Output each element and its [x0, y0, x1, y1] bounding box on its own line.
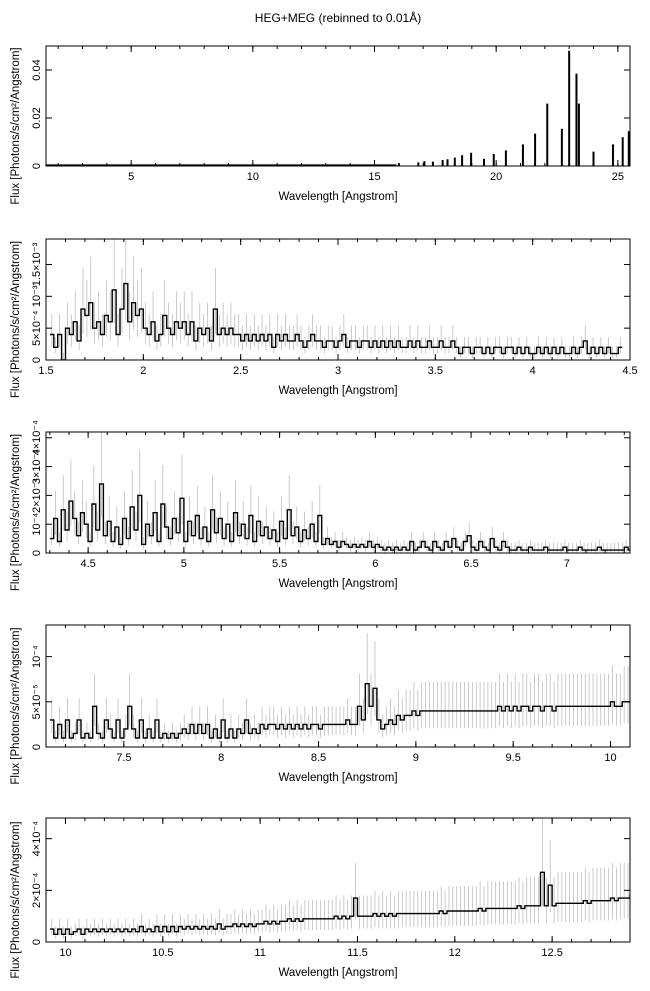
- y-tick-label: 0.02: [31, 107, 43, 128]
- plot-area: [49, 818, 630, 939]
- x-tick-label: 12.5: [541, 947, 562, 959]
- x-axis-label: Wavelength [Angstrom]: [278, 578, 397, 590]
- panel-3: 4.5 5 5.5 6 6.5 7 0 10⁻⁴2×10⁻⁴3×10⁻⁴4×10⁻⁴ Wavel…: [10, 420, 631, 591]
- y-axis-label: Flux [Photons/s/cm²/Angstrom]: [10, 627, 22, 784]
- x-tick-label: 5: [128, 171, 134, 183]
- x-tick-label: 4: [530, 365, 536, 377]
- x-tick-label: 9: [413, 752, 419, 764]
- x-tick-label: 11.5: [347, 947, 368, 959]
- panel-5: 10 10.5 11 11.5 12 12.5 0 2×10⁻⁴ 4×10⁻⁴ Wavelengt…: [10, 817, 631, 979]
- x-axis-label: Wavelength [Angstrom]: [278, 772, 397, 784]
- x-tick-label: 9.5: [506, 752, 521, 764]
- y-axis-label: Flux [Photons/s/cm²/Angstrom]: [10, 241, 22, 398]
- x-tick-label: 20: [490, 171, 502, 183]
- y-axis-label: Flux [Photons/s/cm²/Angstrom]: [10, 821, 22, 978]
- y-tick-label: 4×10⁻⁴: [31, 821, 43, 857]
- plot-area: [46, 50, 630, 166]
- y-tick-label: 0: [31, 163, 43, 169]
- x-tick-label: 2: [140, 365, 146, 377]
- x-tick-label: 8.5: [311, 752, 326, 764]
- panel-4: 7.5 8 8.5 9 9.5 10 0 5×10⁻⁵ 10⁻⁴ Wavelength [Angs…: [10, 624, 631, 785]
- x-tick-label: 10: [59, 947, 71, 959]
- x-tick-label: 4.5: [80, 558, 95, 570]
- y-tick-label: 0: [31, 357, 43, 363]
- y-tick-label: 1.5×10⁻³: [31, 242, 43, 286]
- y-tick-label: 2×10⁻⁴: [31, 872, 43, 908]
- x-tick-label: 8: [218, 752, 224, 764]
- y-tick-label: 5×10⁻⁵: [31, 684, 43, 719]
- y-tick-label: 0.04: [31, 59, 43, 80]
- flux-histogram: [49, 483, 630, 551]
- x-tick-label: 2.5: [233, 365, 248, 377]
- plot-frame: [45, 45, 631, 167]
- y-tick-label: 0: [31, 550, 43, 556]
- x-axis-label: Wavelength [Angstrom]: [278, 385, 397, 397]
- x-tick-label: 5.5: [272, 558, 287, 570]
- plot-area: [49, 432, 630, 553]
- y-axis-label: Flux [Photons/s/cm²/Angstrom]: [10, 434, 22, 591]
- y-tick-label: 4×10⁻⁴: [31, 420, 43, 456]
- y-tick-label: 2×10⁻⁴: [31, 477, 43, 513]
- plot-area: [49, 239, 623, 360]
- y-tick-label: 3×10⁻⁴: [31, 449, 43, 485]
- x-tick-label: 15: [368, 171, 380, 183]
- figure-title: HEG+MEG (rebinned to 0.01Å): [255, 10, 421, 25]
- x-tick-label: 7.5: [116, 752, 131, 764]
- x-tick-label: 10: [604, 752, 616, 764]
- y-axis-label: Flux [Photons/s/cm²/Angstrom]: [10, 47, 22, 204]
- x-tick-label: 25: [612, 171, 624, 183]
- y-tick-label: 5×10⁻⁴: [31, 310, 43, 346]
- x-tick-label: 12: [449, 947, 461, 959]
- plot-frame: [45, 431, 631, 554]
- x-tick-label: 6: [372, 558, 378, 570]
- x-axis-label: Wavelength [Angstrom]: [278, 967, 397, 979]
- y-tick-label: 10⁻⁴: [31, 645, 43, 668]
- x-tick-label: 10: [247, 171, 259, 183]
- x-tick-label: 4.5: [622, 365, 637, 377]
- y-tick-label: 10⁻⁴: [31, 513, 43, 536]
- x-tick-label: 3: [335, 365, 341, 377]
- x-tick-label: 5: [181, 558, 187, 570]
- y-tick-label: 10⁻³: [31, 285, 43, 307]
- x-tick-label: 3.5: [428, 365, 443, 377]
- y-tick-label: 0: [31, 744, 43, 750]
- flux-histogram: [49, 282, 623, 360]
- x-tick-label: 11: [254, 947, 265, 959]
- panel-2: 1.5 2 2.5 3 3.5 4 4.5 0 5×10⁻⁴ 10⁻³1.5×10⁻³ Wavele…: [10, 238, 638, 398]
- x-tick-label: 1.5: [38, 365, 53, 377]
- flux-histogram: [49, 871, 630, 935]
- x-axis-label: Wavelength [Angstrom]: [278, 191, 397, 203]
- x-tick-label: 6.5: [463, 558, 478, 570]
- plot-area: [49, 633, 630, 743]
- x-tick-label: 10.5: [152, 947, 173, 959]
- x-tick-label: 7: [564, 558, 570, 570]
- y-tick-label: 0: [31, 939, 43, 945]
- panel-1: 5 10 15 20 25 0 0.02 0.04 Wavelength [Angstrom] F…: [10, 45, 631, 205]
- flux-histogram: [49, 683, 630, 739]
